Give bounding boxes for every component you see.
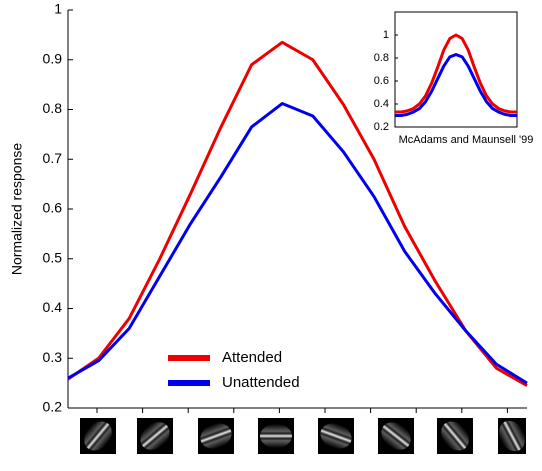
y-tick-label: 0.8 [43,100,63,116]
series-line [395,53,517,117]
y-tick-label: 0.9 [43,50,63,66]
gabor-patch [499,420,525,452]
series-line [67,40,528,387]
y-tick-label: 0.4 [43,299,63,315]
gabor-stripes [381,422,411,450]
inset-caption: McAdams and Maunsell '99 [399,134,534,146]
gabor-stripes [84,421,112,451]
gabor-icon [198,418,234,454]
series-line [395,33,517,114]
y-tick-label: 1 [383,29,389,41]
y-tick-label: 0.3 [43,349,63,365]
gabor-patch [260,424,292,448]
legend-label: Attended [222,349,282,366]
gabor-icon [437,418,473,454]
gabor-patch [320,423,352,449]
y-tick-label: 0.5 [43,249,63,265]
y-tick-label: 0.6 [374,75,389,87]
gabor-icon [498,418,526,454]
gabor-patch [200,423,232,449]
gabor-stripes [499,420,525,452]
gabor-stripes [260,424,292,448]
y-tick-label: 0.6 [43,200,63,216]
series-line [67,102,528,385]
gabor-icon [378,418,414,454]
y-tick-label: 0.4 [374,98,389,110]
y-tick-label: 0.8 [374,52,389,64]
legend-label: Unattended [222,374,300,391]
gabor-stripes [320,423,352,449]
gabor-icon [80,418,116,454]
gabor-icon [258,418,294,454]
gabor-patch [441,421,469,451]
gabor-icon [137,418,173,454]
gabor-stripes [200,423,232,449]
gabor-stripes [441,421,469,451]
gabor-patch [140,422,170,450]
gabor-icon [318,418,354,454]
gabor-patch [84,421,112,451]
y-axis-label: Normalized response [9,143,25,275]
y-tick-label: 0.2 [43,399,63,415]
gabor-stripes [140,422,170,450]
y-tick-label: 0.2 [374,121,389,133]
y-tick-label: 1 [54,1,62,17]
y-tick-label: 0.7 [43,150,63,166]
gabor-patch [381,422,411,450]
stimulus-icons [80,418,526,454]
